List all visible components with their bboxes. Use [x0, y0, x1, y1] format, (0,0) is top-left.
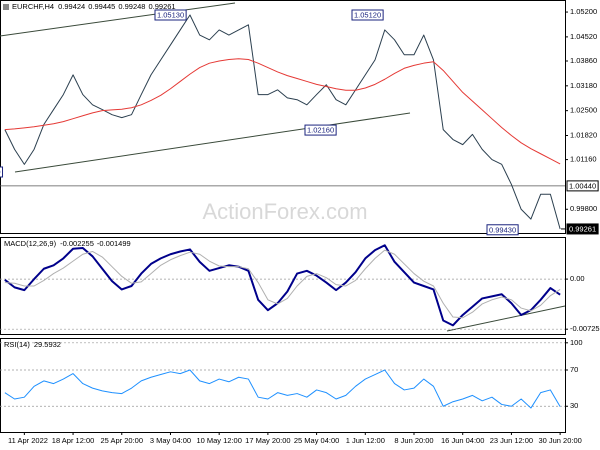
series-line	[4, 249, 561, 319]
header-value: -0.002255	[60, 239, 94, 248]
y-tick-label: 1.02500	[570, 106, 597, 115]
header-icon	[3, 4, 9, 10]
channel-upper	[0, 2, 236, 37]
y-tick-label: 1.04520	[570, 32, 597, 41]
macd-trend-line	[446, 305, 566, 332]
last-price-label-text: 0.99261	[569, 224, 596, 233]
y-tick-label: 100	[570, 338, 583, 347]
price-annotation-text: 860	[0, 167, 1, 176]
price-annotation-box	[304, 124, 337, 136]
y-tick-label: 1.01820	[570, 130, 597, 139]
x-tick-label: 18 Apr 12:00	[52, 436, 95, 445]
y-tick-label: 1.03180	[570, 81, 597, 90]
panel-title: RSI(14)	[4, 340, 30, 349]
series-line	[4, 14, 561, 230]
x-tick-label: 25 May 04:00	[294, 436, 339, 445]
macd-frame	[0, 237, 566, 335]
trend-lines	[0, 2, 566, 332]
x-tick-label: 17 May 20:00	[245, 436, 290, 445]
panel-title: EURCHF,H4	[12, 2, 54, 11]
series-line	[4, 58, 561, 165]
y-tick-label: 70	[570, 365, 578, 374]
y-tick-label: 0.00	[570, 274, 585, 283]
x-tick-label: 11 Apr 2022	[8, 436, 48, 445]
x-tick-label: 1 Jun 12:00	[346, 436, 385, 445]
price-annotation-box	[0, 166, 4, 178]
price-annotation-text: 1.05130	[157, 10, 184, 19]
header-value: -0.001499	[97, 239, 131, 248]
panel-frames	[0, 0, 566, 433]
level-label-box	[566, 180, 599, 192]
header-value: 0.99424	[58, 2, 85, 11]
price-annotation-text: 1.02160	[307, 126, 334, 135]
y-tick-label: -0.007259	[570, 324, 600, 333]
price-frame	[0, 0, 566, 234]
y-tick-label: 1.01160	[570, 155, 597, 164]
price-annotation-box	[486, 224, 519, 236]
series-line	[4, 244, 561, 327]
price-annotation: 1.05120	[351, 9, 384, 21]
x-tick-label: 30 Jun 20:00	[538, 436, 581, 445]
price-annotation: 1.05130	[154, 9, 187, 21]
level-label: 1.00440	[566, 180, 599, 192]
price-annotation: 1.02160	[304, 124, 337, 136]
x-tick-label: 25 Apr 20:00	[100, 436, 143, 445]
x-tick-label: 16 Jun 04:00	[441, 436, 484, 445]
header-value: 0.99248	[118, 2, 145, 11]
level-label-text: 1.00440	[569, 181, 596, 190]
price-annotation-box	[154, 9, 187, 21]
series-line	[4, 369, 561, 409]
price-annotation: 860	[0, 166, 4, 178]
panel-title: MACD(12,26,9)	[4, 239, 57, 248]
last-price-label: 0.99261	[566, 223, 599, 235]
price-annotation-text: 0.99430	[489, 225, 516, 234]
header-value: 0.99445	[88, 2, 115, 11]
y-tick-label: 1.05200	[570, 7, 597, 16]
header-value: 0.99261	[148, 2, 175, 11]
price-annotation: 0.99430	[486, 224, 519, 236]
price-annotation-text: 1.05120	[354, 10, 381, 19]
price-annotation-box	[351, 9, 384, 21]
y-tick-label: 0.99800	[570, 204, 597, 213]
watermark: ActionForex.com	[202, 199, 367, 224]
x-tick-label: 8 Jun 20:00	[394, 436, 433, 445]
last-price-label-box	[566, 223, 599, 235]
y-tick-label: 1.03860	[570, 56, 597, 65]
x-tick-label: 3 May 04:00	[150, 436, 191, 445]
rsi-frame	[0, 338, 566, 433]
y-tick-label: 30	[570, 401, 578, 410]
channel-lower	[14, 112, 411, 173]
x-tick-label: 23 Jun 12:00	[490, 436, 533, 445]
x-tick-label: 10 May 12:00	[196, 436, 241, 445]
header-value: 29.5932	[34, 340, 61, 349]
